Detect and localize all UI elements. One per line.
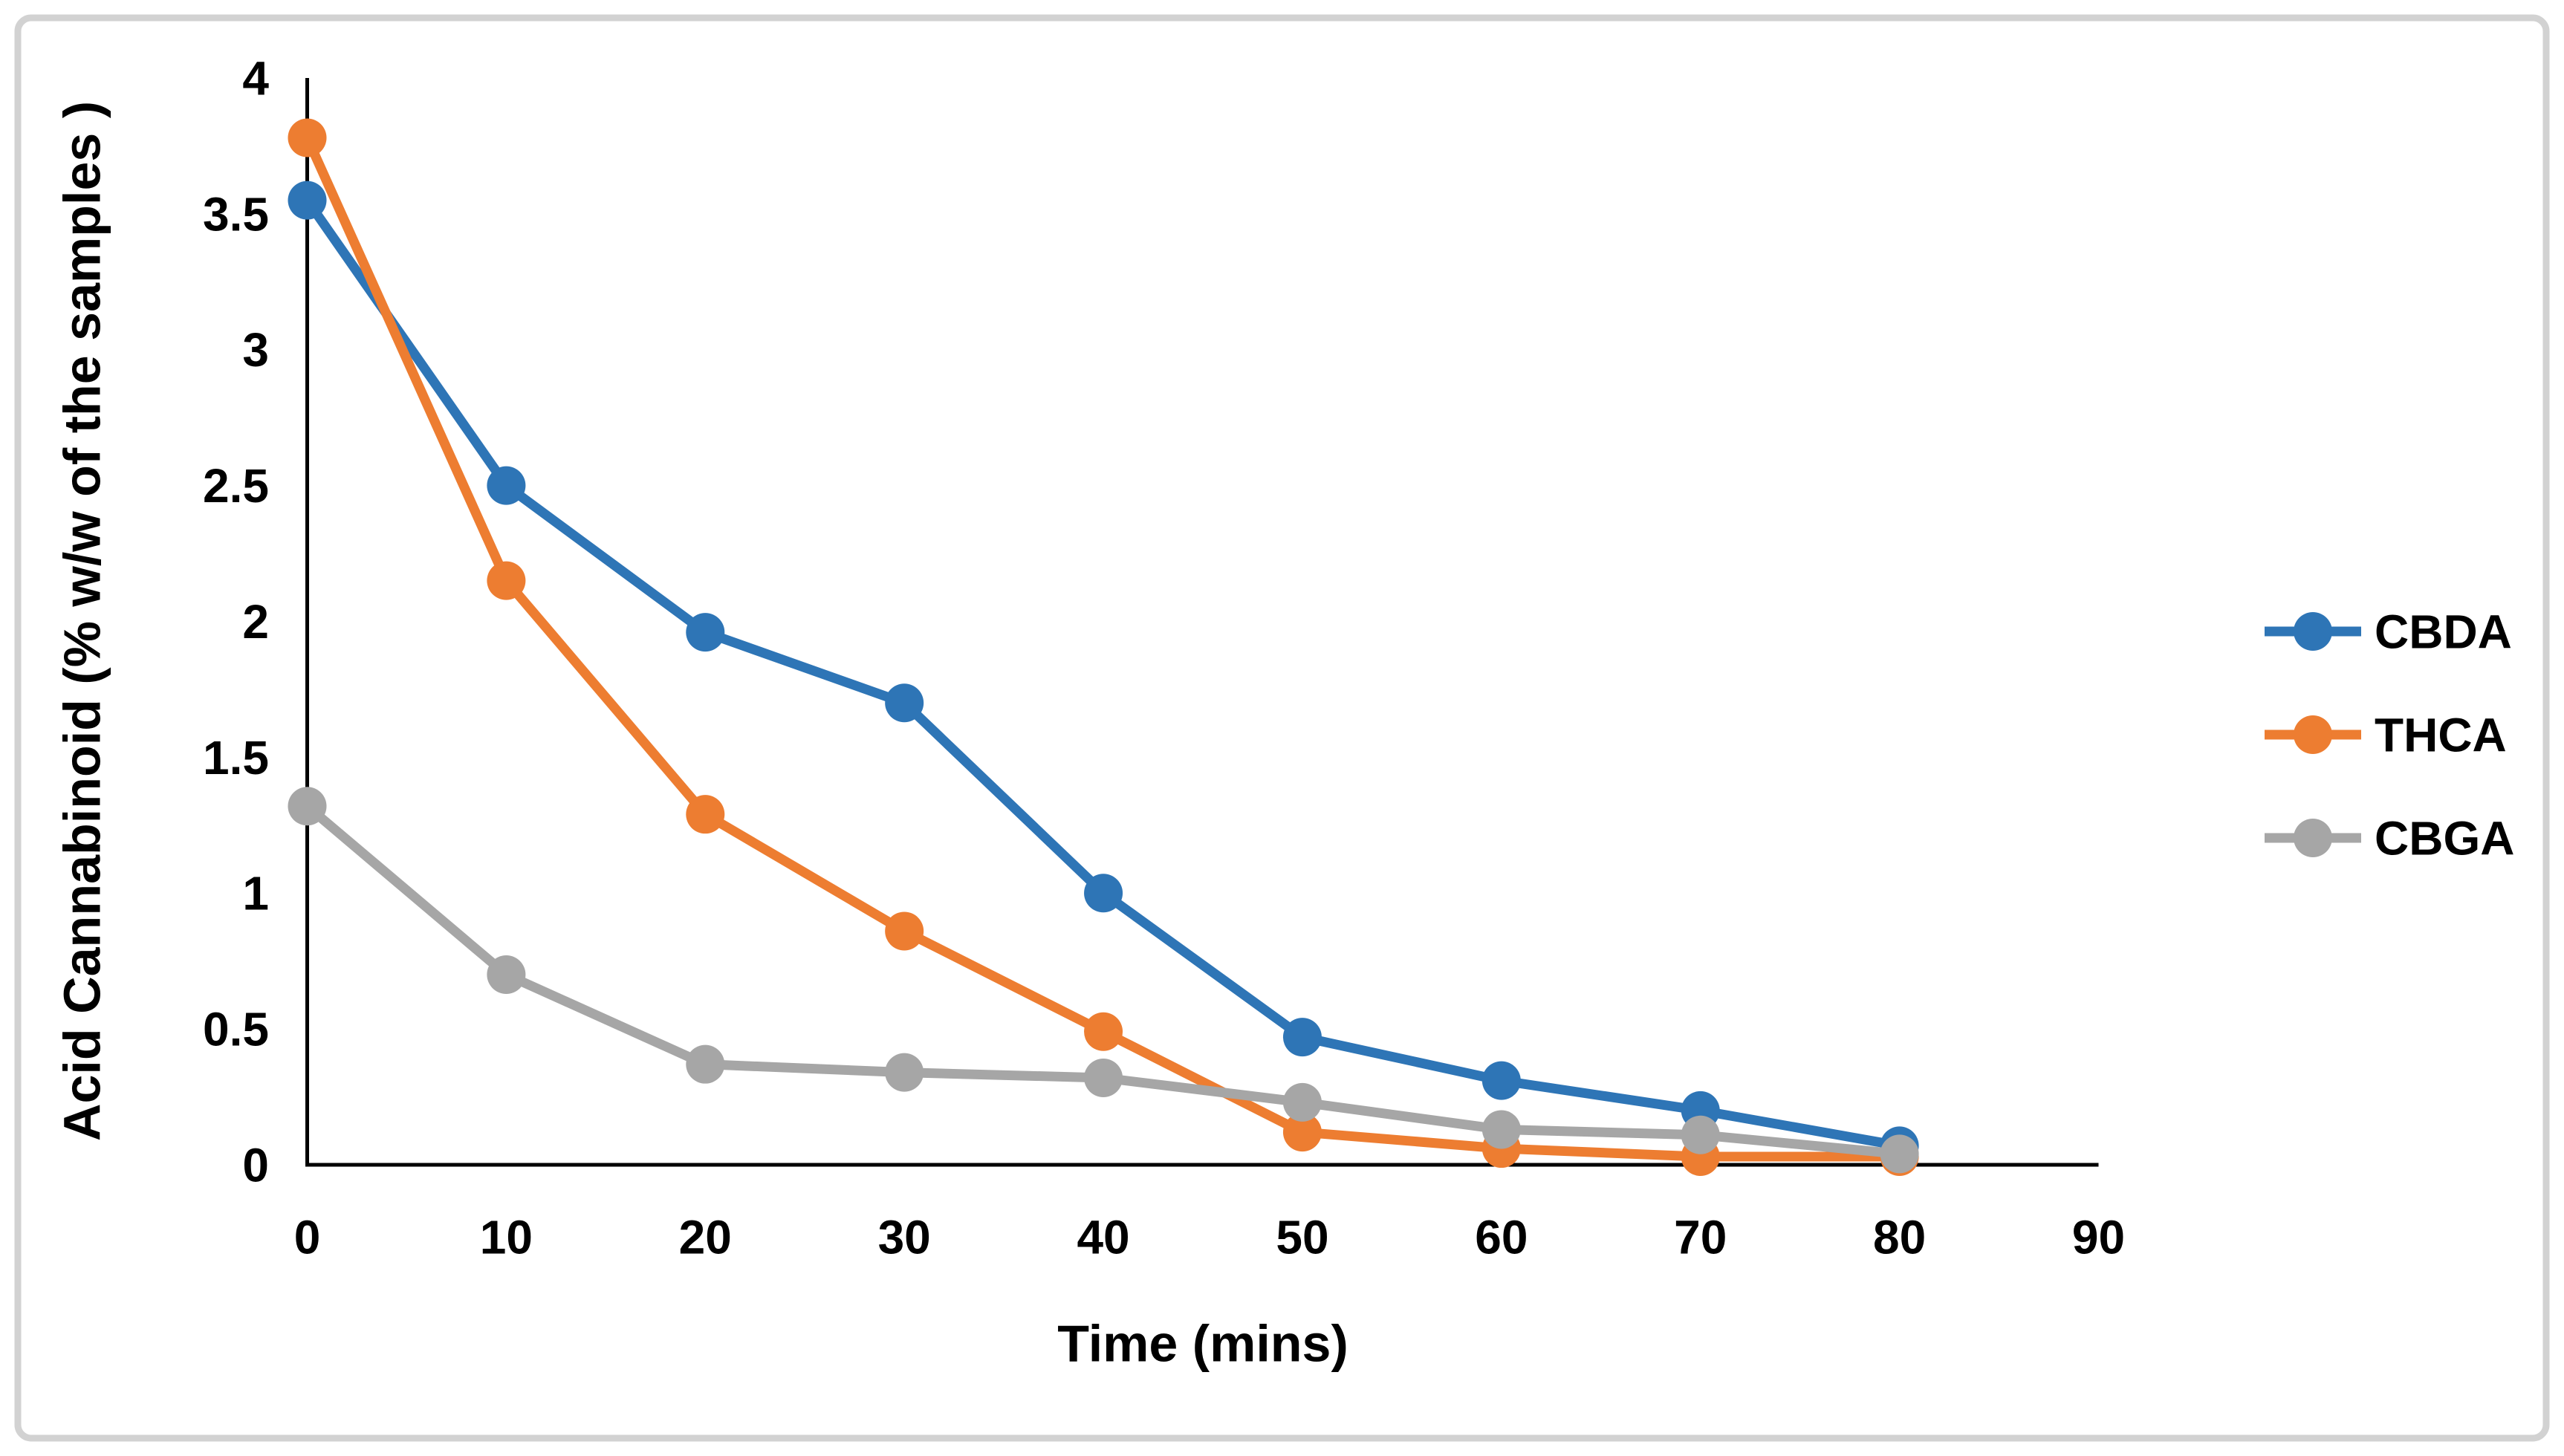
data-point-thca-30: [885, 911, 924, 951]
data-point-thca-10: [487, 561, 526, 600]
data-point-cbga-10: [487, 955, 526, 994]
y-tick-label: 2: [242, 595, 269, 649]
data-point-cbda-40: [1084, 874, 1123, 913]
legend-label-cbga: CBGA: [2375, 811, 2514, 865]
data-point-cbda-0: [288, 181, 327, 220]
legend-label-thca: THCA: [2375, 708, 2507, 761]
y-tick-label: 3: [242, 323, 269, 377]
data-point-thca-50: [1282, 1113, 1322, 1152]
x-tick-label: 40: [1077, 1210, 1129, 1264]
x-tick-label: 10: [480, 1210, 533, 1264]
data-point-cbga-50: [1282, 1082, 1322, 1122]
x-tick-label: 80: [1873, 1210, 1926, 1264]
data-point-cbga-80: [1880, 1134, 1919, 1174]
legend-marker-cbda: [2294, 612, 2332, 651]
x-tick-label: 0: [294, 1210, 321, 1264]
series-cbga: [288, 787, 1919, 1174]
data-point-thca-0: [288, 118, 327, 157]
y-tick-label: 0.5: [203, 1003, 269, 1056]
figure-border: [14, 14, 2550, 1442]
legend-item-thca: THCA: [2265, 708, 2507, 761]
data-point-cbda-10: [487, 466, 526, 505]
x-tick-label: 30: [878, 1210, 931, 1264]
data-point-cbda-50: [1282, 1018, 1322, 1057]
y-axis-tick-labels: 0 0.5 1 1.5 2 2.5 3 3.5 4: [203, 51, 269, 1192]
data-point-cbga-0: [288, 787, 327, 826]
legend-item-cbga: CBGA: [2265, 811, 2514, 865]
y-tick-label: 2.5: [203, 459, 269, 513]
data-point-cbga-40: [1084, 1058, 1123, 1097]
series-cbda: [288, 181, 1919, 1166]
y-axis-title: Acid Cannabinoid (% w/w of the samples ): [53, 101, 111, 1141]
data-point-cbga-30: [885, 1053, 924, 1092]
series-line-cbda: [302, 195, 1905, 1151]
x-tick-label: 70: [1674, 1210, 1727, 1264]
data-point-cbga-70: [1681, 1115, 1720, 1154]
x-tick-label: 20: [679, 1210, 732, 1264]
legend-item-cbda: CBDA: [2265, 605, 2512, 658]
data-point-cbga-20: [686, 1044, 725, 1084]
x-tick-label: 50: [1276, 1210, 1328, 1264]
data-point-thca-40: [1084, 1012, 1123, 1051]
legend-marker-cbga: [2294, 819, 2332, 857]
data-point-cbda-30: [885, 683, 924, 723]
series-thca: [288, 118, 1919, 1177]
data-point-cbga-60: [1481, 1110, 1521, 1149]
data-point-thca-20: [686, 795, 725, 834]
x-axis-title: Time (mins): [1057, 1315, 1348, 1373]
y-tick-label: 4: [242, 51, 269, 105]
y-tick-label: 1.5: [203, 731, 269, 784]
data-point-cbda-60: [1481, 1061, 1521, 1100]
y-tick-label: 1: [242, 867, 269, 920]
x-axis-tick-labels: 0 10 20 30 40 50 60 70 80 90: [294, 1210, 2125, 1264]
legend-label-cbda: CBDA: [2375, 605, 2512, 658]
x-tick-label: 90: [2072, 1210, 2125, 1264]
y-tick-label: 3.5: [203, 187, 269, 241]
data-point-cbda-20: [686, 613, 725, 652]
x-tick-label: 60: [1475, 1210, 1528, 1264]
series-line-thca: [302, 132, 1905, 1162]
legend-marker-thca: [2294, 715, 2332, 754]
legend: CBDA THCA CBGA: [2265, 605, 2514, 865]
y-tick-label: 0: [242, 1138, 269, 1192]
